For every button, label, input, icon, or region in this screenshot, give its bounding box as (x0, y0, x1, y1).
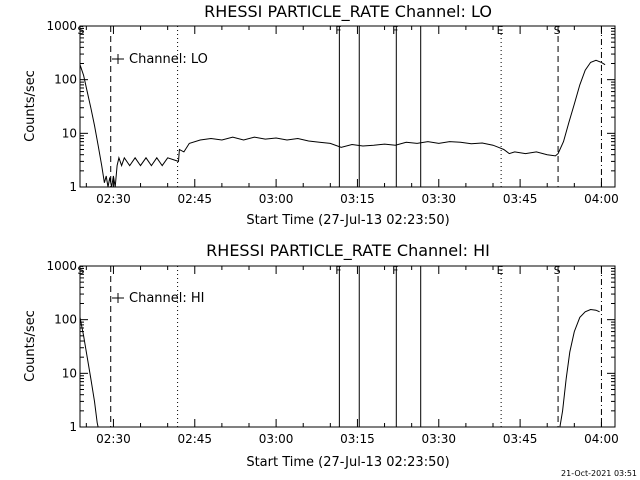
panel-lo-event-label: F (392, 24, 398, 37)
panel-lo-plot-frame (79, 25, 616, 188)
panel-hi-series-line (79, 308, 600, 428)
panel-hi-y-tick-label: 10 (62, 366, 77, 380)
panel-lo-event-label: E (497, 24, 504, 37)
panel-hi-x-tick-label: 02:30 (96, 432, 131, 446)
panel-lo-x-tick-label: 04:00 (584, 192, 619, 206)
panel-lo: RHESSI PARTICLE_RATE Channel: LO Counts/… (23, 2, 619, 228)
panel-hi-y-axis-label: Counts/sec (23, 310, 38, 382)
panel-lo-x-tick-label: 03:00 (259, 192, 294, 206)
panel-hi-event-label: F (392, 264, 398, 277)
panel-hi-title: RHESSI PARTICLE_RATE Channel: HI (206, 241, 490, 261)
panel-lo-legend-label: Channel: LO (129, 52, 208, 67)
panel-hi-legend-label: Channel: HI (129, 291, 205, 306)
panel-hi-event-label: F (335, 264, 341, 277)
panel-hi-x-tick-label: 03:00 (259, 432, 294, 446)
panel-hi-y-tick-label: 100 (54, 313, 77, 327)
panel-hi-event-label: S (77, 264, 84, 277)
panel-lo-legend: Channel: LO (112, 52, 208, 67)
panel-lo-y-tick-label: 100 (54, 73, 77, 87)
panel-lo-y-tick-label: 1 (69, 180, 77, 194)
panel-lo-x-tick-label: 03:15 (340, 192, 375, 206)
panel-hi: RHESSI PARTICLE_RATE Channel: HI Counts/… (23, 241, 619, 470)
panel-lo-title: RHESSI PARTICLE_RATE Channel: LO (204, 2, 492, 22)
panel-lo-x-tick-label: 02:30 (96, 192, 131, 206)
panel-hi-event-label: S (554, 264, 561, 277)
panel-lo-y-axis-label: Counts/sec (23, 70, 38, 142)
panel-hi-x-tick-label: 03:30 (421, 432, 456, 446)
panel-hi-y-tick-label: 1000 (46, 259, 77, 273)
panel-hi-x-tick-label: 02:45 (177, 432, 212, 446)
panel-lo-x-tick-label: 03:45 (503, 192, 538, 206)
panel-lo-event-label: F (335, 24, 341, 37)
panel-hi-x-tick-label: 04:00 (584, 432, 619, 446)
panel-lo-x-axis-label: Start Time (27-Jul-13 02:23:50) (246, 213, 449, 228)
panel-hi-x-axis-label: Start Time (27-Jul-13 02:23:50) (246, 455, 449, 470)
panel-hi-x-tick-label: 03:45 (503, 432, 538, 446)
panel-hi-event-label: E (497, 264, 504, 277)
panel-lo-y-tick-label: 10 (62, 126, 77, 140)
panel-hi-legend: Channel: HI (112, 291, 205, 306)
panel-lo-series-line (79, 59, 606, 188)
panel-lo-y-tick-label: 1000 (46, 19, 77, 33)
panel-lo-event-label: S (554, 24, 561, 37)
panel-hi-x-tick-label: 03:15 (340, 432, 375, 446)
panel-hi-y-tick-label: 1 (69, 420, 77, 434)
footer-timestamp: 21-Oct-2021 03:51 (561, 469, 637, 478)
panel-lo-event-label: S (77, 24, 84, 37)
panel-lo-x-tick-label: 02:45 (177, 192, 212, 206)
panel-lo-x-tick-label: 03:30 (421, 192, 456, 206)
